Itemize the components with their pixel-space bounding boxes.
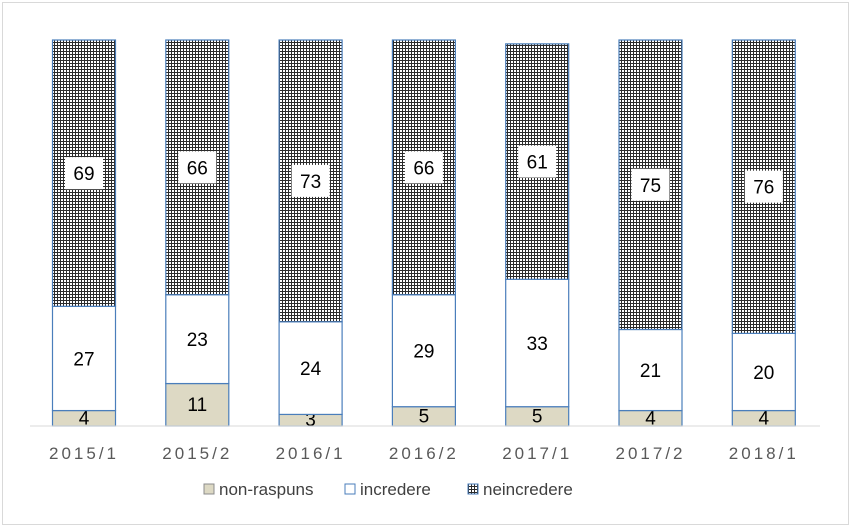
x-tick-label: 2018/1 bbox=[729, 444, 799, 463]
x-tick-label: 2016/2 bbox=[389, 444, 459, 463]
bar-column: 11 23 66 bbox=[165, 39, 230, 427]
bar-segment-neincredere bbox=[391, 39, 456, 296]
data-label-background bbox=[178, 151, 217, 184]
data-label-non-raspuns: 11 bbox=[187, 395, 207, 416]
data-label-non-raspuns: 3 bbox=[305, 410, 316, 431]
x-tick-label: 2015/2 bbox=[162, 444, 232, 463]
data-label-non-raspuns: 4 bbox=[759, 408, 770, 429]
data-label-background bbox=[518, 145, 557, 178]
data-label-non-raspuns: 4 bbox=[645, 408, 656, 429]
bar-column: 3 24 73 bbox=[278, 39, 343, 431]
data-label-incredere: 21 bbox=[640, 361, 661, 382]
data-label-incredere: 20 bbox=[753, 363, 774, 384]
legend-label: neincredere bbox=[483, 480, 573, 499]
data-label-background bbox=[404, 151, 443, 184]
x-tick-label: 2015/1 bbox=[49, 444, 119, 463]
data-label-incredere: 24 bbox=[300, 359, 322, 380]
data-label-neincredere: 66 bbox=[187, 158, 208, 179]
bars-group: 4 27 69 11 23 66 3 24 73 5 29 66 5 33 61 4 21 75 4 20 76 bbox=[51, 39, 796, 431]
x-tick-label: 2016/1 bbox=[276, 444, 346, 463]
bar-column: 4 21 75 bbox=[618, 39, 683, 429]
bar-column: 4 27 69 bbox=[51, 39, 117, 429]
x-tick-label: 2017/2 bbox=[616, 444, 686, 463]
data-label-neincredere: 75 bbox=[640, 176, 661, 197]
data-label-neincredere: 76 bbox=[753, 178, 774, 199]
legend: non-raspuns incredere neincredere bbox=[203, 480, 573, 499]
data-label-incredere: 27 bbox=[73, 349, 94, 370]
data-label-non-raspuns: 4 bbox=[79, 408, 90, 429]
legend-swatch bbox=[203, 483, 215, 495]
bar-segment-incredere bbox=[391, 294, 456, 408]
legend-swatch bbox=[467, 483, 479, 495]
data-label-neincredere: 73 bbox=[300, 172, 321, 193]
bar-column: 5 33 61 bbox=[505, 43, 570, 427]
bar-column: 4 20 76 bbox=[731, 39, 796, 429]
data-label-neincredere: 69 bbox=[73, 164, 94, 185]
bar-column: 5 29 66 bbox=[391, 39, 456, 427]
bar-segment-incredere bbox=[51, 305, 117, 412]
x-axis-tick-labels: 2015/1 2015/2 2016/1 2016/2 2017/1 2017/2 2018… bbox=[49, 444, 799, 463]
data-label-background bbox=[65, 157, 103, 190]
legend-label: non-raspuns bbox=[219, 480, 314, 499]
legend-swatch bbox=[344, 483, 356, 495]
legend-item-neincredere: neincredere bbox=[467, 480, 573, 499]
data-label-background bbox=[744, 170, 783, 203]
data-label-non-raspuns: 5 bbox=[419, 406, 430, 427]
bar-segment-incredere bbox=[505, 278, 570, 408]
data-label-incredere: 23 bbox=[187, 330, 208, 351]
bar-segment-incredere bbox=[618, 328, 683, 412]
data-label-background bbox=[291, 164, 330, 197]
data-label-neincredere: 61 bbox=[527, 153, 548, 174]
data-label-non-raspuns: 5 bbox=[532, 406, 543, 427]
data-label-incredere: 33 bbox=[527, 334, 548, 355]
data-label-background bbox=[631, 168, 670, 201]
bar-segment-incredere bbox=[165, 294, 230, 385]
bar-segment-incredere bbox=[278, 321, 343, 416]
legend-label: incredere bbox=[360, 480, 431, 499]
legend-item-non-raspuns: non-raspuns bbox=[203, 480, 314, 499]
legend-item-incredere: incredere bbox=[344, 480, 431, 499]
x-tick-label: 2017/1 bbox=[502, 444, 572, 463]
data-label-incredere: 29 bbox=[413, 342, 434, 363]
data-label-neincredere: 66 bbox=[413, 158, 434, 179]
